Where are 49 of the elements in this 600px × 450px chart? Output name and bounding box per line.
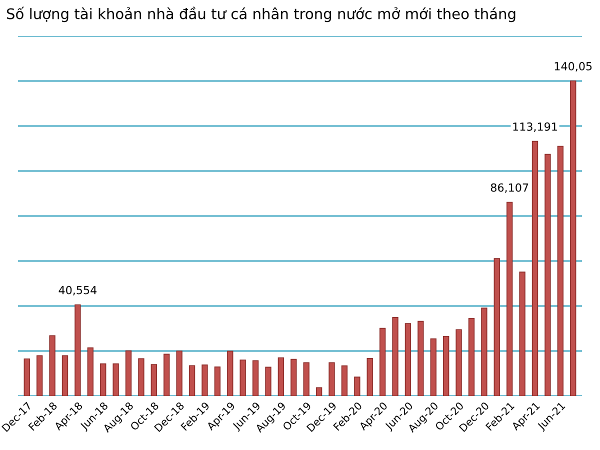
bar xyxy=(227,350,234,396)
bar xyxy=(265,366,272,396)
bar xyxy=(544,154,551,396)
bar xyxy=(456,329,462,396)
data-label: 113,191 xyxy=(513,122,557,132)
bar xyxy=(202,364,208,396)
bar xyxy=(240,360,246,396)
bar xyxy=(164,354,170,396)
bar xyxy=(87,347,94,396)
bar xyxy=(125,350,132,396)
bar xyxy=(404,323,412,396)
data-label: 40,554 xyxy=(58,286,97,296)
data-label: 86,107 xyxy=(490,183,528,193)
bar xyxy=(392,317,398,396)
bar xyxy=(341,365,348,396)
bar xyxy=(252,360,259,396)
bar xyxy=(278,357,284,396)
bar xyxy=(214,366,221,396)
bar xyxy=(468,318,475,396)
bar xyxy=(303,362,310,396)
bar xyxy=(354,376,360,396)
bar xyxy=(418,320,424,396)
chart-title: Số lượng tài khoản nhà đầu tư cá nhân trong nước mở mới theo tháng xyxy=(6,6,516,22)
bar xyxy=(290,358,297,396)
bar xyxy=(24,358,30,396)
bar xyxy=(328,362,335,396)
bar xyxy=(532,140,538,396)
bar xyxy=(100,363,106,396)
annotation: 140,05 xyxy=(554,62,592,72)
bar xyxy=(430,338,436,396)
bar xyxy=(150,364,158,396)
bar xyxy=(62,355,68,396)
bar xyxy=(570,80,576,396)
bar xyxy=(188,365,196,396)
bar xyxy=(442,336,450,396)
bar xyxy=(138,358,144,396)
bar xyxy=(519,272,526,396)
bar xyxy=(36,355,43,396)
bar xyxy=(366,358,373,396)
bar xyxy=(49,335,56,396)
bar xyxy=(481,308,488,396)
bar xyxy=(557,146,564,396)
bar xyxy=(494,258,500,396)
bar xyxy=(506,202,513,396)
bar xyxy=(316,387,322,396)
bar xyxy=(176,350,182,396)
bar xyxy=(74,304,81,396)
bar xyxy=(112,363,119,396)
bar xyxy=(379,328,386,396)
